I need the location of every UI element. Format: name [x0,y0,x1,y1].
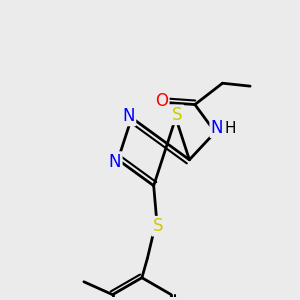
Text: N: N [211,119,223,137]
Text: N: N [122,107,135,125]
Text: N: N [109,153,121,171]
Text: O: O [155,92,168,110]
Text: S: S [152,217,163,235]
Text: H: H [225,121,236,136]
Text: S: S [172,106,183,124]
